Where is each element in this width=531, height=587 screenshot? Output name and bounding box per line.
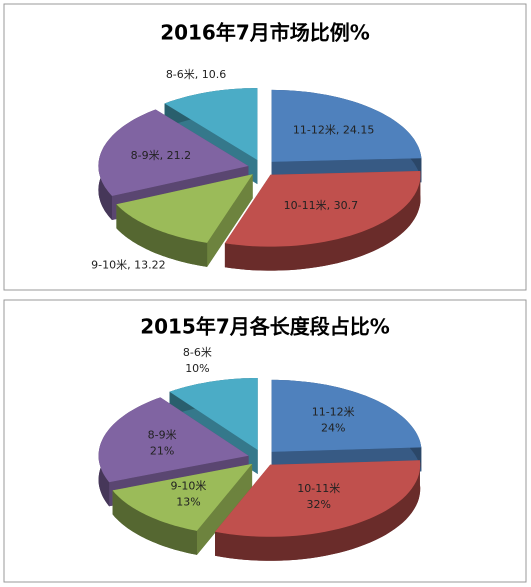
data-label: 11-12米, 24.15 bbox=[293, 124, 374, 137]
category-label: 8-6米 bbox=[183, 346, 212, 359]
separator: , bbox=[160, 149, 167, 162]
category-label: 11-12米 bbox=[312, 405, 355, 418]
slice bbox=[98, 109, 249, 196]
value-label: 30.7 bbox=[334, 199, 359, 212]
slice-rim bbox=[215, 460, 421, 561]
slice-rim bbox=[224, 171, 421, 271]
value-label: 10.6 bbox=[202, 68, 227, 81]
data-label: 8-6米, 10.6 bbox=[166, 68, 226, 81]
separator: , bbox=[127, 259, 134, 272]
separator: , bbox=[336, 124, 343, 137]
slice bbox=[116, 174, 253, 243]
value-label: 13.22 bbox=[134, 259, 166, 272]
category-label: 8-9米 bbox=[148, 429, 177, 442]
slice bbox=[224, 171, 421, 247]
separator: , bbox=[327, 199, 334, 212]
value-label: 24% bbox=[321, 421, 345, 434]
data-label: 9-10米, 13.22 bbox=[91, 259, 165, 272]
slice bbox=[169, 378, 258, 450]
slice-rim bbox=[112, 490, 197, 555]
value-label: 21.2 bbox=[167, 149, 192, 162]
slice bbox=[164, 88, 258, 161]
value-label: 10% bbox=[185, 362, 209, 375]
value-label: 32% bbox=[306, 498, 330, 511]
category-label: 11-12米 bbox=[293, 124, 336, 137]
slice bbox=[271, 379, 422, 452]
category-label: 8-6米 bbox=[166, 68, 195, 81]
separator: , bbox=[195, 68, 202, 81]
value-label: 24.15 bbox=[343, 124, 375, 137]
slice bbox=[215, 460, 421, 537]
chart-title: 2015年7月各长度段占比% bbox=[140, 315, 390, 339]
value-label: 21% bbox=[150, 445, 174, 458]
data-label: 8-9米, 21.2 bbox=[131, 149, 191, 162]
chart-title: 2016年7月市场比例% bbox=[160, 21, 370, 45]
data-label: 10-11米, 30.7 bbox=[284, 199, 358, 212]
slice bbox=[112, 463, 253, 531]
slice-rim bbox=[116, 204, 208, 267]
category-label: 9-10米 bbox=[91, 259, 127, 272]
category-label: 9-10米 bbox=[170, 479, 206, 492]
slice bbox=[98, 397, 249, 483]
value-label: 13% bbox=[176, 495, 200, 508]
category-label: 10-11米 bbox=[297, 482, 340, 495]
category-label: 10-11米 bbox=[284, 199, 327, 212]
category-label: 8-9米 bbox=[131, 149, 160, 162]
slice bbox=[271, 89, 422, 162]
